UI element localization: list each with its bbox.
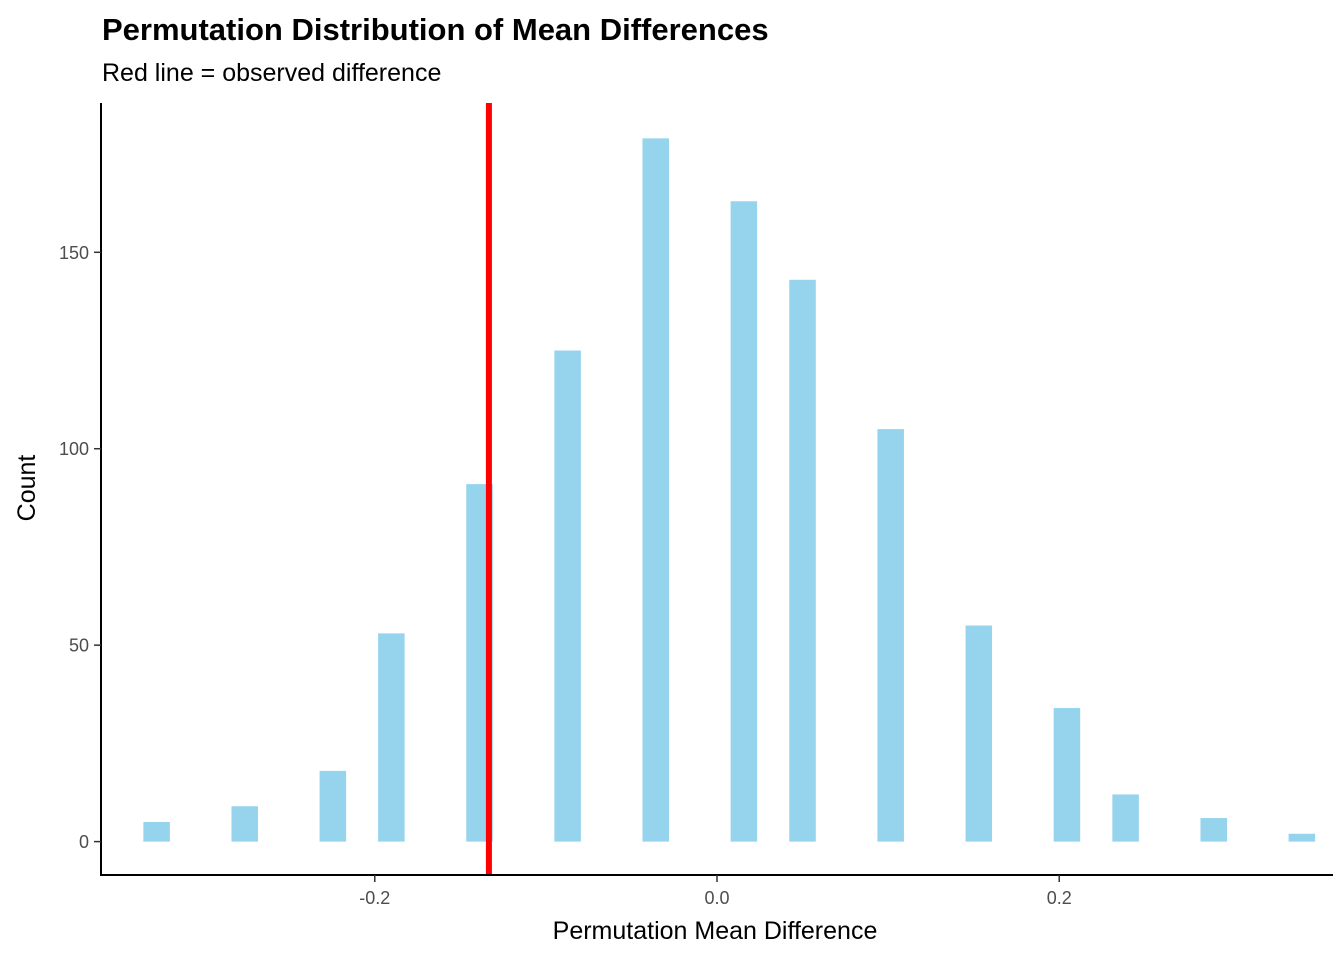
histogram-bar: [319, 770, 347, 842]
y-tick-label: 50: [69, 636, 89, 656]
histogram-bar: [1112, 794, 1139, 842]
y-tick-label: 150: [59, 243, 89, 263]
histogram-bar: [1053, 708, 1081, 842]
y-tick-label: 100: [59, 439, 89, 459]
histogram-bar: [789, 279, 816, 842]
y-axis-ticks: 0 50 100 150: [59, 243, 101, 852]
x-tick-label: -0.2: [359, 888, 390, 908]
x-axis-title: Permutation Mean Difference: [553, 917, 878, 945]
chart-title: Permutation Distribution of Mean Differe…: [102, 12, 769, 47]
x-tick-label: 0.0: [704, 888, 729, 908]
histogram-bars: [143, 138, 1316, 842]
chart-subtitle: Red line = observed difference: [102, 59, 441, 87]
y-axis-title: Count: [13, 455, 41, 522]
histogram-bar: [1200, 818, 1227, 842]
histogram-bar: [642, 138, 670, 842]
x-tick-label: 0.2: [1047, 888, 1072, 908]
y-tick-label: 0: [79, 832, 89, 852]
histogram-bar: [877, 429, 904, 842]
histogram-bar: [378, 633, 405, 842]
histogram-bar: [143, 821, 170, 842]
x-axis-ticks: -0.2 0.0 0.2: [359, 875, 1072, 908]
histogram-bar: [1288, 833, 1316, 842]
histogram-bar: [965, 625, 993, 842]
histogram-bar: [730, 201, 758, 842]
histogram-bar: [554, 350, 581, 842]
histogram-bar: [231, 806, 258, 842]
